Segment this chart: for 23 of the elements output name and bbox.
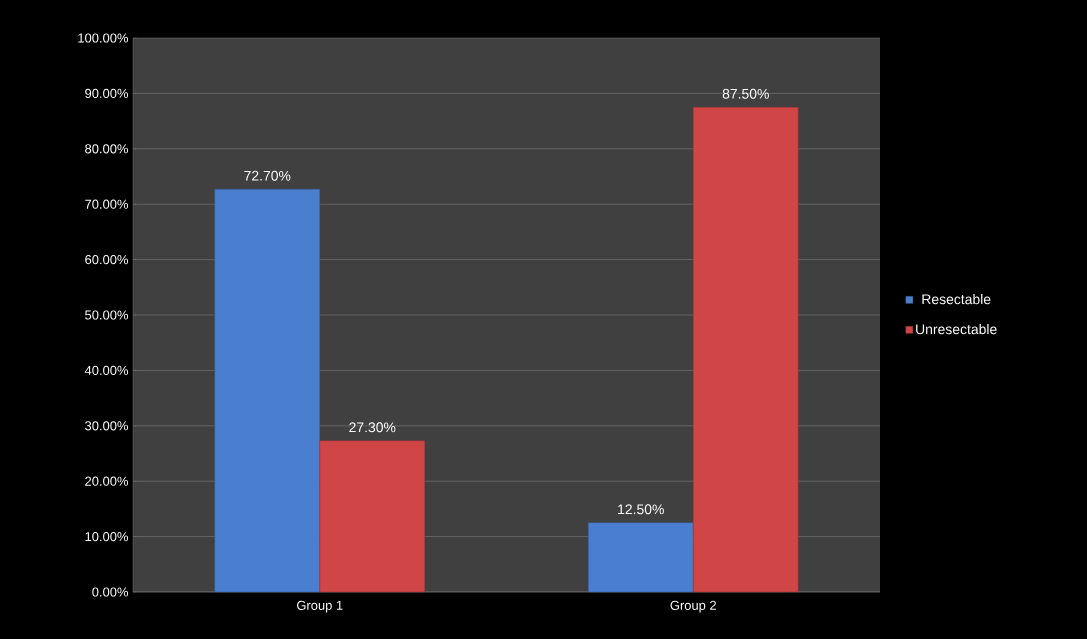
legend-label: Resectable [922, 293, 991, 305]
y-tick-label: 30.00% [85, 421, 129, 431]
data-label: 27.30% [349, 422, 396, 433]
y-tick-label: 40.00% [84, 365, 129, 375]
bar [214, 189, 320, 593]
y-tick-label: 80.00% [85, 144, 129, 154]
legend-label: Unresectable [916, 323, 997, 335]
y-tick-label: 60.00% [85, 255, 129, 265]
y-tick-label: 10.00% [85, 532, 129, 542]
y-tick-label: 50.00% [85, 310, 129, 320]
bar [693, 107, 799, 593]
y-tick-label: 70.00% [85, 199, 129, 209]
data-label: 12.50% [618, 504, 664, 515]
data-label: 87.50% [722, 88, 769, 99]
bar [588, 522, 694, 593]
y-tick-label: 0.00% [92, 587, 129, 597]
x-tick-label: Group 2 [670, 600, 716, 613]
y-tick-label: 90.00% [85, 88, 129, 98]
bar [319, 440, 425, 593]
data-label: 72.70% [244, 170, 291, 181]
x-tick-label: Group 1 [297, 600, 343, 613]
y-tick-label: 100.00% [78, 33, 129, 43]
y-tick-label: 20.00% [85, 476, 129, 486]
